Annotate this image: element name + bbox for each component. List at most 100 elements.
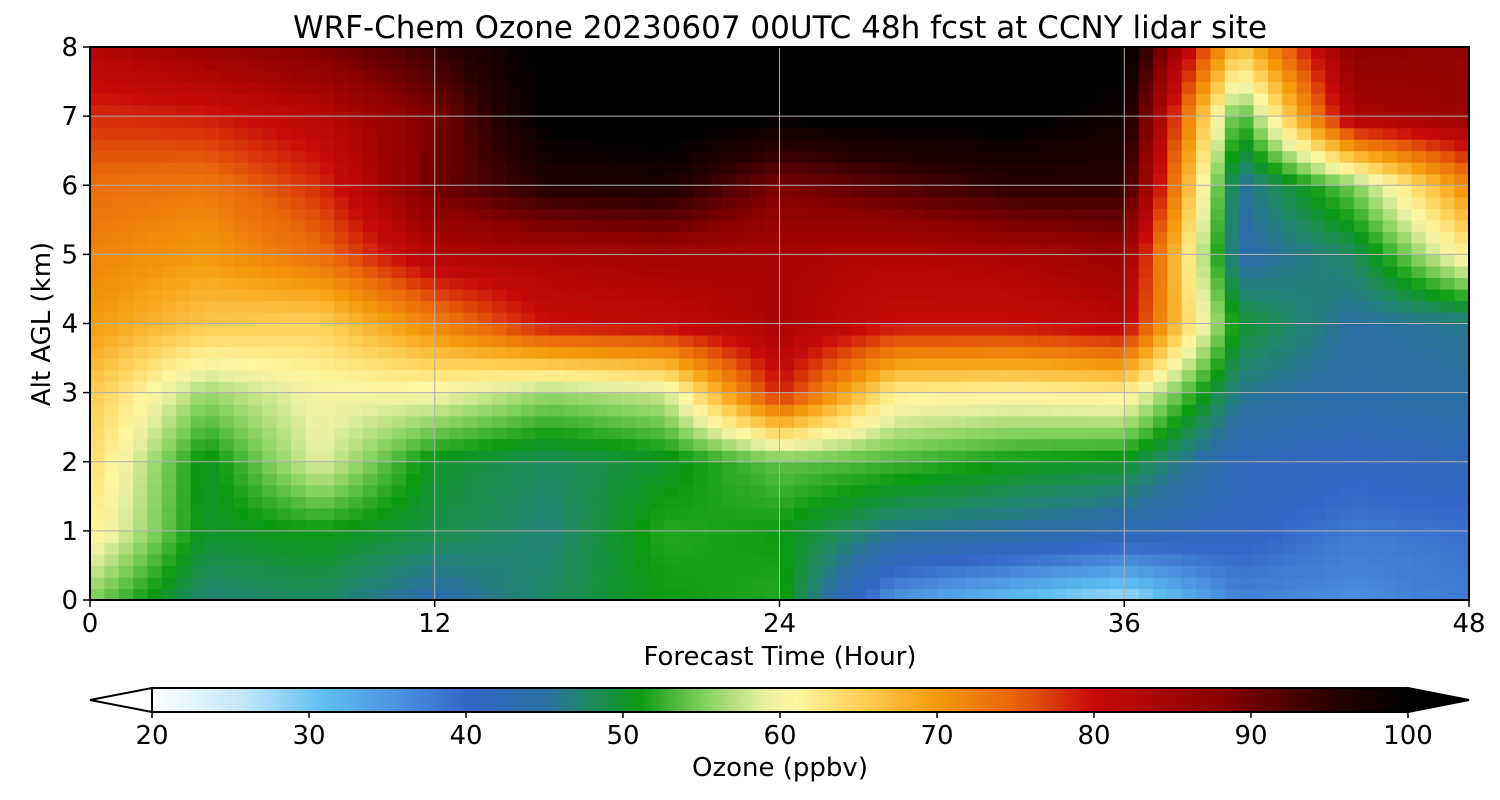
heatmap-cell [377, 81, 393, 94]
heatmap-cell [449, 473, 465, 486]
heatmap-cell [1354, 70, 1370, 83]
heatmap-cell [937, 565, 953, 578]
heatmap-cell [535, 265, 551, 279]
heatmap-cell [851, 427, 867, 440]
heatmap-cell [276, 277, 292, 290]
heatmap-cell [147, 415, 163, 428]
heatmap-cell [377, 208, 393, 221]
heatmap-cell [118, 323, 134, 336]
heatmap-cell [463, 565, 479, 578]
heatmap-cell [506, 185, 522, 198]
heatmap-cell [1152, 311, 1168, 325]
heatmap-cell [880, 346, 896, 359]
heatmap-cell [736, 565, 752, 578]
heatmap-cell [233, 196, 249, 209]
heatmap-cell [607, 404, 623, 417]
heatmap-cell [1095, 484, 1111, 497]
heatmap-cell [420, 553, 436, 567]
heatmap-cell [650, 162, 666, 175]
heatmap-cell [980, 335, 996, 348]
heatmap-cell [1109, 496, 1125, 509]
heatmap-cell [722, 530, 737, 543]
heatmap-cell [1239, 346, 1255, 359]
heatmap-cell [1066, 438, 1082, 451]
heatmap-cell [1052, 93, 1068, 106]
heatmap-cell [1138, 173, 1154, 186]
heatmap-cell [578, 335, 594, 348]
heatmap-cell [635, 242, 651, 255]
heatmap-cell [262, 127, 278, 140]
heatmap-cell [937, 392, 953, 405]
heatmap-cell [1009, 484, 1025, 497]
heatmap-cell [1181, 542, 1197, 555]
heatmap-cell [635, 139, 651, 152]
heatmap-cell [578, 231, 594, 244]
heatmap-cell [391, 173, 407, 186]
heatmap-cell [449, 185, 465, 198]
heatmap-cell [750, 346, 766, 359]
heatmap-cell [118, 346, 134, 359]
heatmap-cell [104, 427, 120, 440]
heatmap-cell [319, 473, 335, 486]
heatmap-cell [635, 461, 651, 474]
heatmap-cell [1210, 530, 1226, 543]
heatmap-cell [650, 553, 666, 567]
heatmap-cell [147, 162, 163, 175]
heatmap-cell [894, 277, 910, 290]
heatmap-cell [406, 81, 421, 94]
heatmap-cell [1124, 346, 1140, 359]
heatmap-cell [1339, 277, 1355, 290]
heatmap-cell [851, 254, 867, 267]
heatmap-cell [161, 346, 177, 359]
heatmap-cell [535, 58, 551, 71]
heatmap-cell [1310, 58, 1326, 71]
heatmap-cell [564, 139, 579, 152]
heatmap-cell [1397, 231, 1413, 244]
heatmap-cell [1339, 93, 1355, 106]
heatmap-cell [966, 369, 982, 382]
heatmap-cell [678, 588, 694, 600]
heatmap-cell [520, 265, 536, 279]
heatmap-cell [908, 588, 924, 600]
heatmap-cell [1138, 219, 1154, 232]
heatmap-cell [1167, 93, 1183, 106]
heatmap-cell [1210, 358, 1226, 371]
heatmap-cell [937, 588, 953, 600]
heatmap-cell [722, 162, 737, 175]
heatmap-cell [1382, 323, 1398, 336]
heatmap-cell [248, 576, 263, 590]
heatmap-cell [736, 265, 752, 279]
heatmap-cell [635, 116, 651, 129]
heatmap-cell [894, 588, 910, 600]
heatmap-cell [621, 450, 637, 463]
heatmap-cell [908, 208, 924, 221]
heatmap-cell [420, 427, 436, 440]
heatmap-cell [391, 335, 407, 348]
heatmap-cell [549, 369, 565, 382]
heatmap-cell [1411, 185, 1427, 198]
heatmap-cell [1181, 519, 1197, 532]
heatmap-cell [750, 254, 766, 267]
heatmap-cell [535, 93, 551, 106]
heatmap-cell [707, 576, 723, 590]
heatmap-cell [463, 381, 479, 394]
heatmap-cell [535, 369, 551, 382]
heatmap-cell [463, 553, 479, 567]
heatmap-cell [319, 415, 335, 428]
heatmap-cell [248, 70, 263, 83]
heatmap-cell [664, 208, 680, 221]
heatmap-cell [578, 358, 594, 371]
heatmap-cell [1253, 346, 1269, 359]
heatmap-cell [1023, 588, 1039, 600]
heatmap-cell [1224, 162, 1240, 175]
heatmap-cell [1267, 346, 1283, 359]
heatmap-cell [420, 81, 436, 94]
heatmap-cell [1224, 47, 1240, 60]
heatmap-cell [1354, 277, 1370, 290]
heatmap-cell [1310, 47, 1326, 60]
heatmap-cell [118, 553, 134, 567]
heatmap-cell [190, 323, 206, 336]
heatmap-cell [822, 346, 838, 359]
heatmap-cell [1009, 553, 1025, 567]
heatmap-cell [262, 381, 278, 394]
